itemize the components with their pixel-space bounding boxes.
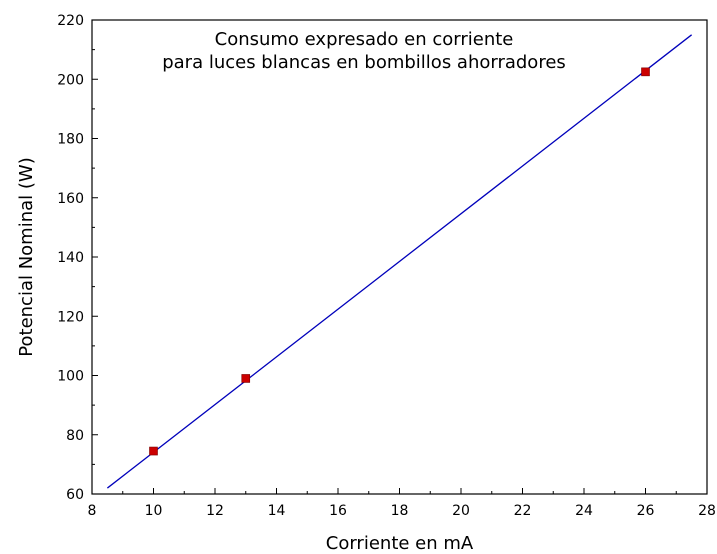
data-points <box>149 67 650 456</box>
y-tick-label: 60 <box>66 487 84 503</box>
x-tick-label: 14 <box>268 503 286 519</box>
fit-line <box>106 34 693 489</box>
x-tick-label: 26 <box>637 503 655 519</box>
y-tick-label: 220 <box>57 13 84 29</box>
y-tick-label: 200 <box>57 72 84 88</box>
y-tick-label: 160 <box>57 191 84 207</box>
x-tick-label: 28 <box>698 503 716 519</box>
data-point <box>149 446 158 456</box>
x-tick-label: 16 <box>329 503 347 519</box>
fit-line-layer <box>106 34 693 489</box>
x-tick-label: 24 <box>575 503 593 519</box>
plot-border <box>91 19 708 495</box>
data-point <box>641 67 650 77</box>
annotation-line-1: Consumo expresado en corriente <box>215 29 514 50</box>
y-tick-label: 80 <box>66 428 84 444</box>
y-tick-label: 100 <box>57 369 84 385</box>
x-tick-label: 18 <box>391 503 409 519</box>
y-axis-title: Potencial Nominal (W) <box>16 157 37 356</box>
plot-frame <box>91 19 708 495</box>
x-tick-label: 22 <box>514 503 532 519</box>
y-tick-label: 120 <box>57 309 84 325</box>
x-axis-title: Corriente en mA <box>326 533 474 554</box>
x-tick-label: 20 <box>452 503 470 519</box>
data-point <box>241 374 251 383</box>
x-tick-label: 12 <box>206 503 224 519</box>
axis-ticks: 8 10 12 14 16 18 20 22 24 26 28 60 80 100 120 140 160 180… <box>57 13 716 519</box>
x-tick-label: 8 <box>88 503 97 519</box>
y-tick-label: 140 <box>57 250 84 266</box>
x-tick-label: 10 <box>145 503 163 519</box>
y-tick-label: 180 <box>57 132 84 148</box>
annotation-line-2: para luces blancas en bombillos ahorrado… <box>162 52 566 73</box>
